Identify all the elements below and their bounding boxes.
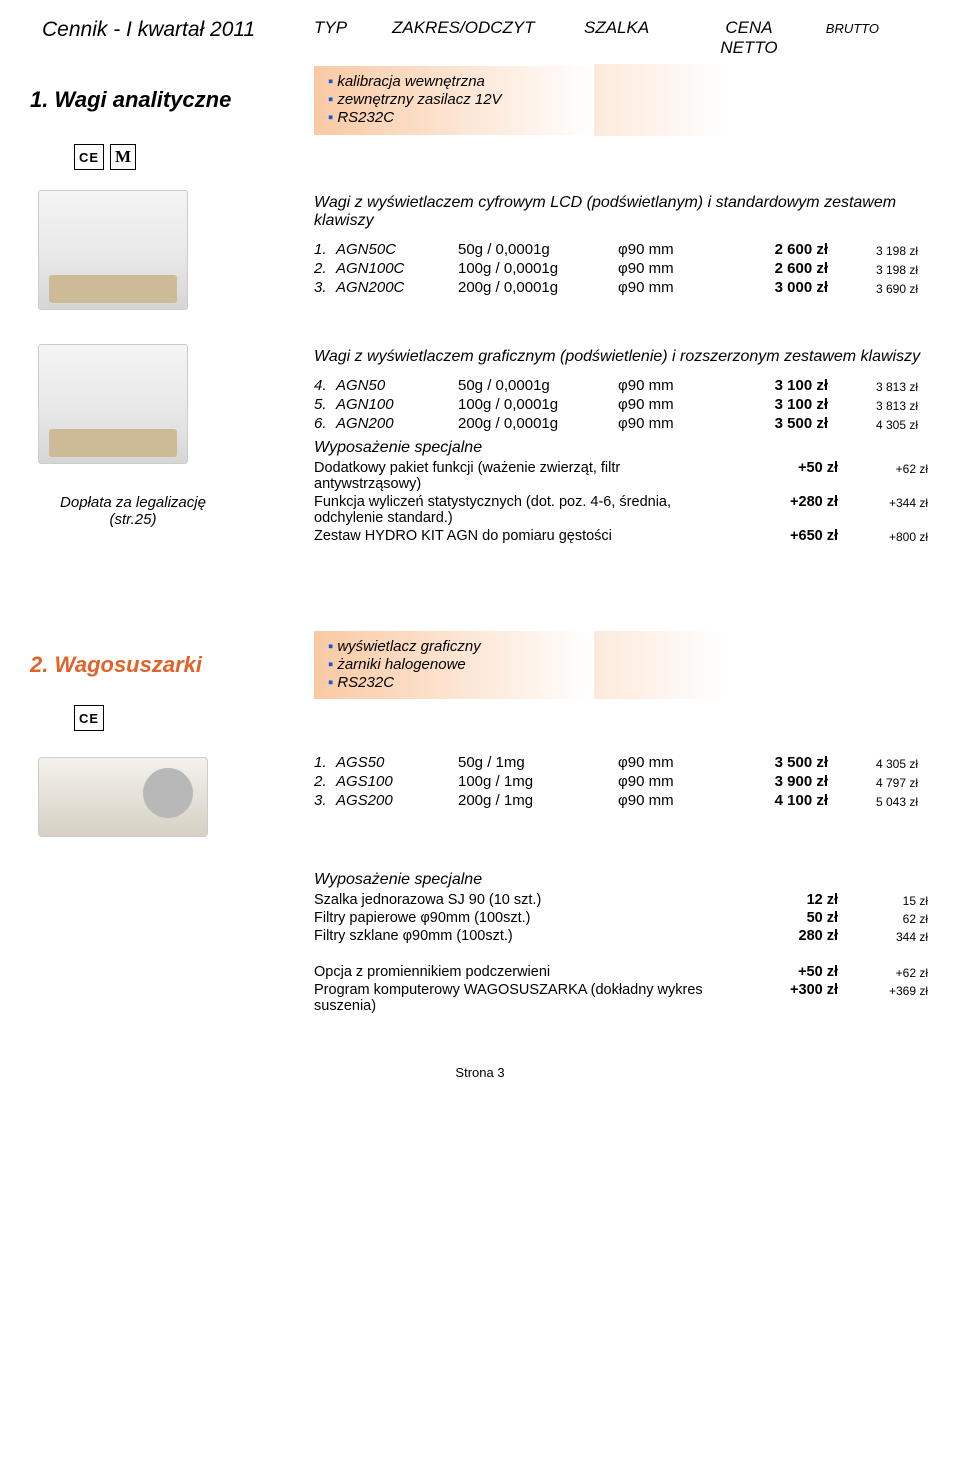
section-2-extras-block: Wyposażenie specjalne Szalka jednorazowa… xyxy=(28,865,932,1015)
m-badge: M xyxy=(110,144,136,170)
col-cena: CENA xyxy=(699,18,799,38)
table-row: 3. AGN200C 200g / 0,0001g φ90 mm 3 000 z… xyxy=(314,278,932,297)
table-row: 2. AGN100C 100g / 0,0001g φ90 mm 2 600 z… xyxy=(314,259,932,278)
price-gradient-box xyxy=(594,631,729,699)
extra-row: Szalka jednorazowa SJ 90 (10 szt.) 12 zł… xyxy=(314,891,932,909)
doplata-note: Dopłata za legalizację (str.25) xyxy=(38,494,228,528)
col-szalka: SZALKA xyxy=(584,18,699,38)
cert-badges: CE M xyxy=(74,144,932,170)
wyposazenie-title: Wyposażenie specjalne xyxy=(314,439,932,457)
ce-badge: CE xyxy=(74,705,104,731)
table-row: 4. AGN50 50g / 0,0001g φ90 mm 3 100 zł 3… xyxy=(314,376,932,395)
section-1-group-1: Wagi z wyświetlaczem cyfrowym LCD (podśw… xyxy=(28,190,932,310)
section-1-group-2: Dopłata za legalizację (str.25) Wagi z w… xyxy=(28,344,932,545)
section-2-extras-2: Opcja z promiennikiem podczerwieni +50 z… xyxy=(314,963,932,1015)
cert-badges: CE xyxy=(74,705,932,731)
header-row: Cennik - I kwartał 2011 TYP ZAKRES/ODCZY… xyxy=(28,18,932,58)
page-footer: Strona 3 xyxy=(28,1065,932,1080)
feature-text: żarniki halogenowe xyxy=(337,656,465,673)
col-typ: TYP xyxy=(314,18,392,38)
table-row: 2. AGS100 100g / 1mg φ90 mm 3 900 zł 4 7… xyxy=(314,772,932,791)
table-row: 3. AGS200 200g / 1mg φ90 mm 4 100 zł 5 0… xyxy=(314,791,932,810)
section-2-title: 2. Wagosuszarki xyxy=(28,652,314,678)
price-gradient-box xyxy=(594,64,729,136)
extra-row: Filtry papierowe φ90mm (100szt.) 50 zł 6… xyxy=(314,909,932,927)
doc-title: Cennik - I kwartał 2011 xyxy=(28,18,314,42)
section-2-features: ▪wyświetlacz graficzny ▪żarniki halogeno… xyxy=(314,631,594,699)
table-row: 6. AGN200 200g / 0,0001g φ90 mm 3 500 zł… xyxy=(314,414,932,433)
section-2-header: 2. Wagosuszarki ▪wyświetlacz graficzny ▪… xyxy=(28,631,932,699)
feature-text: zewnętrzny zasilacz 12V xyxy=(337,91,501,108)
feature-text: wyświetlacz graficzny xyxy=(337,638,480,655)
extra-row: Dodatkowy pakiet funkcji (ważenie zwierz… xyxy=(314,459,932,493)
product-image xyxy=(38,344,188,464)
extra-row: Funkcja wyliczeń statystycznych (dot. po… xyxy=(314,493,932,527)
col-zakres: ZAKRES/ODCZYT xyxy=(392,18,584,38)
feature-text: RS232C xyxy=(337,109,394,126)
table-row: 5. AGN100 100g / 0,0001g φ90 mm 3 100 zł… xyxy=(314,395,932,414)
ce-badge: CE xyxy=(74,144,104,170)
group-1-table: 1. AGN50C 50g / 0,0001g φ90 mm 2 600 zł … xyxy=(314,240,932,297)
feature-text: RS232C xyxy=(337,674,394,691)
section-1-header: 1. Wagi analityczne ▪kalibracja wewnętrz… xyxy=(28,64,932,136)
section-2-group: 1. AGS50 50g / 1mg φ90 mm 3 500 zł 4 305… xyxy=(28,753,932,837)
section-2-table: 1. AGS50 50g / 1mg φ90 mm 3 500 zł 4 305… xyxy=(314,753,932,810)
extra-row: Program komputerowy WAGOSUSZARKA (dokład… xyxy=(314,981,932,1015)
extra-row: Zestaw HYDRO KIT AGN do pomiaru gęstości… xyxy=(314,527,932,545)
section-1-title: 1. Wagi analityczne xyxy=(28,87,314,113)
product-image xyxy=(38,757,208,837)
table-row: 1. AGN50C 50g / 0,0001g φ90 mm 2 600 zł … xyxy=(314,240,932,259)
col-netto: NETTO xyxy=(699,38,799,58)
group-2-table: 4. AGN50 50g / 0,0001g φ90 mm 3 100 zł 3… xyxy=(314,376,932,433)
section-1-features: ▪kalibracja wewnętrzna ▪zewnętrzny zasil… xyxy=(314,66,594,135)
section-1-extras: Dodatkowy pakiet funkcji (ważenie zwierz… xyxy=(314,459,932,545)
product-image xyxy=(38,190,188,310)
extra-row: Filtry szklane φ90mm (100szt.) 280 zł 34… xyxy=(314,927,932,945)
section-2-extras-1: Szalka jednorazowa SJ 90 (10 szt.) 12 zł… xyxy=(314,891,932,945)
column-headers: TYP ZAKRES/ODCZYT SZALKA CENA BRUTTO NET… xyxy=(314,18,932,58)
feature-text: kalibracja wewnętrzna xyxy=(337,73,485,90)
group-1-heading: Wagi z wyświetlaczem cyfrowym LCD (podśw… xyxy=(314,194,932,230)
wyposazenie-title: Wyposażenie specjalne xyxy=(314,871,932,889)
extra-row: Opcja z promiennikiem podczerwieni +50 z… xyxy=(314,963,932,981)
table-row: 1. AGS50 50g / 1mg φ90 mm 3 500 zł 4 305… xyxy=(314,753,932,772)
col-brutto: BRUTTO xyxy=(799,18,879,38)
group-2-heading: Wagi z wyświetlaczem graficznym (podświe… xyxy=(314,348,932,366)
